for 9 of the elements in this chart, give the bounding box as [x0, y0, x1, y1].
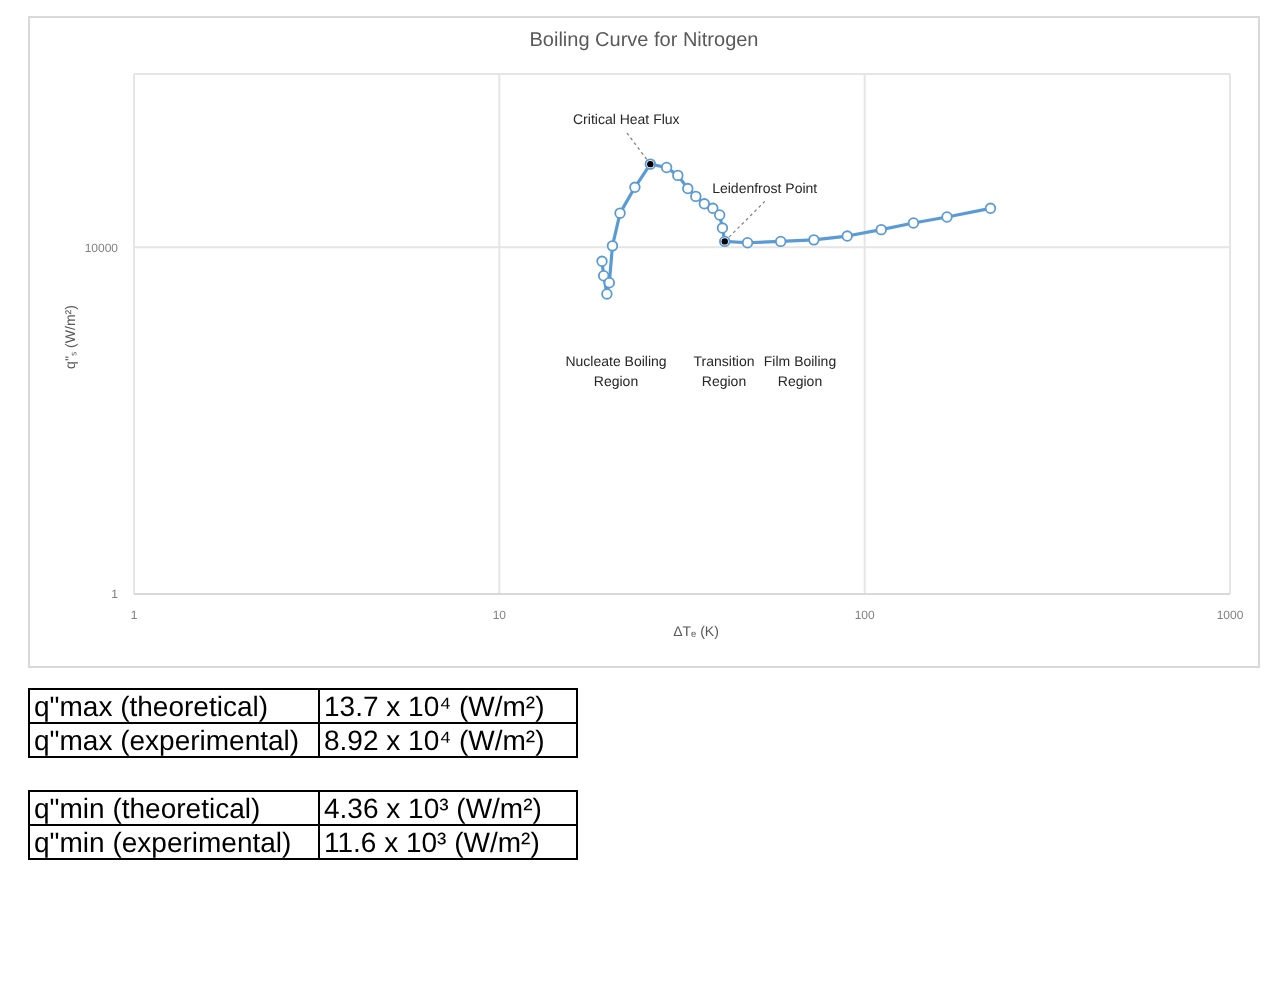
text: 4.36 x 10³ (W/m²): [319, 791, 577, 825]
text: 13.7 x 10⁴ (W/m²): [319, 689, 577, 723]
text: q"min (experimental): [29, 825, 319, 859]
text: q"min (theoretical): [29, 791, 319, 825]
chart-title: Boiling Curve for Nitrogen: [527, 30, 761, 52]
text: 8.92 x 10⁴ (W/m²): [319, 723, 577, 757]
text: 11.6 x 10³ (W/m²): [319, 825, 577, 859]
text: q"max (experimental): [29, 723, 319, 757]
text: q"max (theoretical): [29, 689, 319, 723]
